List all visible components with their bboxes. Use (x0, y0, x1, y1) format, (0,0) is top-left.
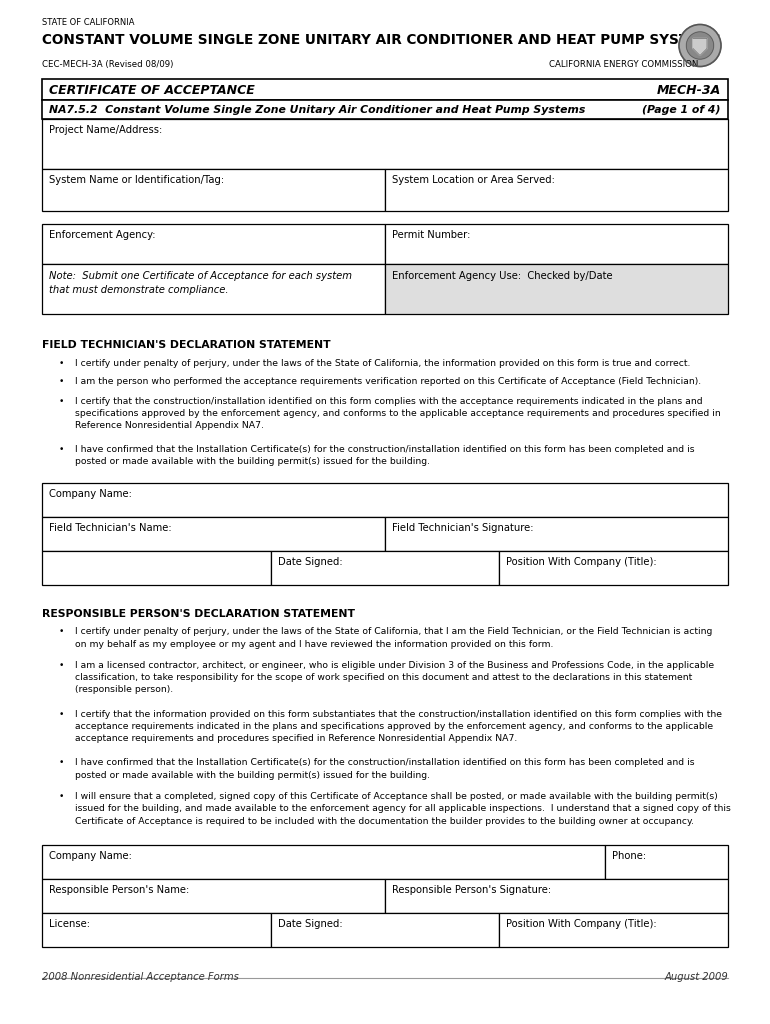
Text: Company Name:: Company Name: (49, 851, 132, 861)
Text: I will ensure that a completed, signed copy of this Certificate of Acceptance sh: I will ensure that a completed, signed c… (75, 793, 731, 825)
Bar (42, 845, 604, 879)
Bar (42, 517, 385, 551)
Text: Enforcement Agency:: Enforcement Agency: (49, 230, 156, 240)
Text: CEC-MECH-3A (Revised 08/09): CEC-MECH-3A (Revised 08/09) (42, 60, 173, 70)
Text: System Name or Identification/Tag:: System Name or Identification/Tag: (49, 175, 224, 185)
Bar (271, 551, 499, 585)
Text: I have confirmed that the Installation Certificate(s) for the construction/insta: I have confirmed that the Installation C… (75, 759, 695, 779)
Text: STATE OF CALIFORNIA: STATE OF CALIFORNIA (42, 18, 135, 27)
Text: MECH-3A: MECH-3A (657, 85, 721, 97)
Text: Enforcement Agency Use:  Checked by/Date: Enforcement Agency Use: Checked by/Date (392, 270, 613, 281)
Bar (499, 551, 728, 585)
Text: RESPONSIBLE PERSON'S DECLARATION STATEMENT: RESPONSIBLE PERSON'S DECLARATION STATEME… (42, 609, 355, 618)
Text: •: • (59, 396, 64, 406)
Text: I am the person who performed the acceptance requirements verification reported : I am the person who performed the accept… (75, 378, 701, 386)
Bar (42, 119, 728, 169)
Text: •: • (59, 710, 64, 719)
Text: Responsible Person's Signature:: Responsible Person's Signature: (392, 885, 551, 895)
Text: FIELD TECHNICIAN'S DECLARATION STATEMENT: FIELD TECHNICIAN'S DECLARATION STATEMENT (42, 340, 330, 350)
Bar (42, 551, 271, 585)
Bar (42, 169, 385, 211)
Bar (42, 264, 385, 314)
Text: Date Signed:: Date Signed: (278, 919, 343, 929)
Bar (385, 264, 728, 314)
Text: •: • (59, 445, 64, 454)
Bar (385, 169, 728, 211)
Bar (499, 912, 728, 947)
Circle shape (679, 25, 721, 67)
Bar (385, 224, 728, 264)
Bar (42, 912, 271, 947)
Bar (42, 224, 385, 264)
Text: Position With Company (Title):: Position With Company (Title): (507, 919, 657, 929)
Text: CALIFORNIA ENERGY COMMISSION: CALIFORNIA ENERGY COMMISSION (548, 60, 698, 70)
Bar (42, 100, 728, 119)
Text: 2008 Nonresidential Acceptance Forms: 2008 Nonresidential Acceptance Forms (42, 972, 239, 982)
Text: CONSTANT VOLUME SINGLE ZONE UNITARY AIR CONDITIONER AND HEAT PUMP SYSTEMS: CONSTANT VOLUME SINGLE ZONE UNITARY AIR … (42, 34, 721, 47)
Bar (42, 483, 728, 517)
Text: Permit Number:: Permit Number: (392, 230, 470, 240)
Text: I certify that the construction/installation identified on this form complies wi: I certify that the construction/installa… (75, 396, 721, 430)
Text: •: • (59, 662, 64, 670)
Text: •: • (59, 358, 64, 368)
Bar (385, 879, 728, 912)
Text: System Location or Area Served:: System Location or Area Served: (392, 175, 555, 185)
Text: NA7.5.2  Constant Volume Single Zone Unitary Air Conditioner and Heat Pump Syste: NA7.5.2 Constant Volume Single Zone Unit… (49, 105, 585, 116)
Text: Phone:: Phone: (611, 851, 645, 861)
Circle shape (686, 32, 714, 59)
Text: I am a licensed contractor, architect, or engineer, who is eligible under Divisi: I am a licensed contractor, architect, o… (75, 662, 714, 694)
Text: License:: License: (49, 919, 90, 929)
Text: •: • (59, 793, 64, 801)
Text: I have confirmed that the Installation Certificate(s) for the construction/insta: I have confirmed that the Installation C… (75, 445, 695, 466)
Text: Responsible Person's Name:: Responsible Person's Name: (49, 885, 189, 895)
Text: Field Technician's Name:: Field Technician's Name: (49, 523, 172, 532)
Text: I certify under penalty of perjury, under the laws of the State of California, t: I certify under penalty of perjury, unde… (75, 358, 691, 368)
Text: August 2009: August 2009 (665, 972, 728, 982)
Bar (271, 912, 499, 947)
Text: Note:  Submit one Certificate of Acceptance for each system
that must demonstrat: Note: Submit one Certificate of Acceptan… (49, 270, 352, 295)
Bar (604, 845, 728, 879)
Text: Date Signed:: Date Signed: (278, 557, 343, 567)
Bar (42, 79, 728, 100)
Text: Field Technician's Signature:: Field Technician's Signature: (392, 523, 534, 532)
Text: (Page 1 of 4): (Page 1 of 4) (642, 105, 721, 116)
Text: Company Name:: Company Name: (49, 488, 132, 499)
Text: •: • (59, 759, 64, 767)
Text: •: • (59, 628, 64, 636)
Bar (385, 517, 728, 551)
Text: I certify under penalty of perjury, under the laws of the State of California, t: I certify under penalty of perjury, unde… (75, 628, 712, 648)
Polygon shape (693, 39, 707, 55)
Text: Project Name/Address:: Project Name/Address: (49, 125, 162, 135)
Text: Position With Company (Title):: Position With Company (Title): (507, 557, 657, 567)
Bar (42, 879, 385, 912)
Text: •: • (59, 378, 64, 386)
Text: I certify that the information provided on this form substantiates that the cons: I certify that the information provided … (75, 710, 722, 743)
Text: CERTIFICATE OF ACCEPTANCE: CERTIFICATE OF ACCEPTANCE (49, 85, 255, 97)
